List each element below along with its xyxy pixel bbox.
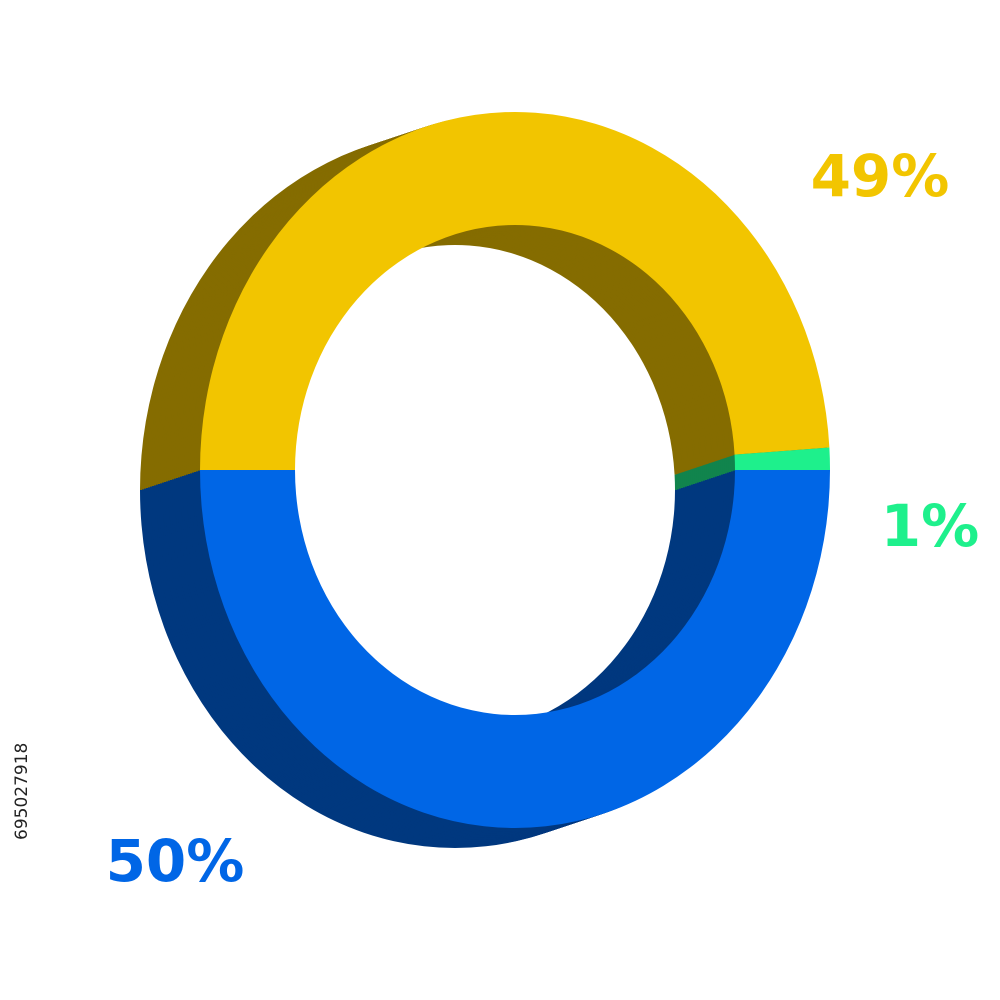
segment — [200, 111, 830, 470]
image-id: 695027918 — [12, 743, 32, 840]
value-label: 49% — [811, 142, 950, 210]
segment — [200, 470, 830, 828]
value-label: 1% — [881, 492, 979, 560]
segment — [734, 447, 830, 470]
value-label: 50% — [106, 827, 245, 895]
